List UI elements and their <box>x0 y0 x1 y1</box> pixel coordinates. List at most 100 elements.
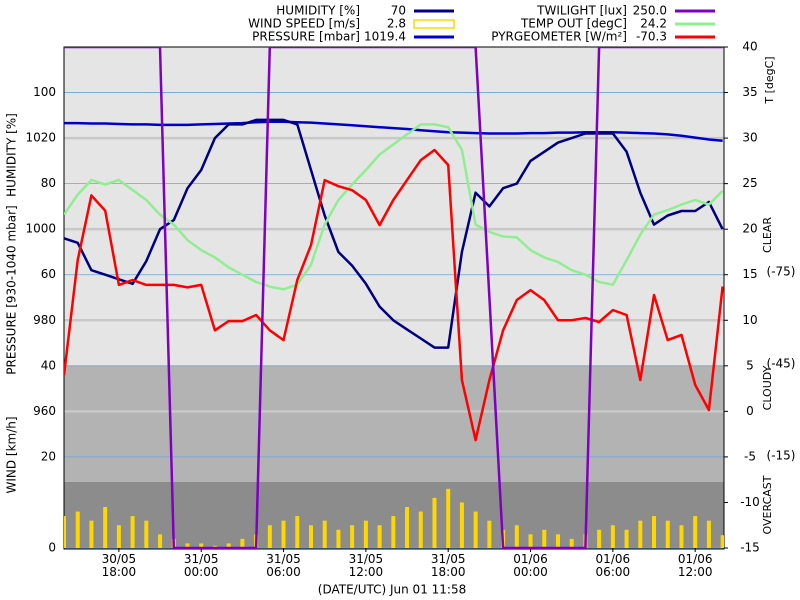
wind-bar <box>185 543 190 548</box>
x-axis-label: (DATE/UTC) Jun 01 11:58 <box>318 583 466 597</box>
legend-label: WIND SPEED [m/s] <box>248 17 360 31</box>
wind-bar <box>308 525 313 548</box>
wind-bar <box>363 520 368 548</box>
pressure-tick-label: 960 <box>33 404 56 418</box>
legend-label: TEMP OUT [degC] <box>520 17 627 31</box>
plot-area <box>64 47 724 549</box>
series-line <box>64 123 724 291</box>
y2-tick-label: 20 <box>742 222 757 236</box>
x-tick-label: 31/05 00:00 <box>183 552 219 579</box>
y2-tick-label: 10 <box>742 313 757 327</box>
wind-bar <box>158 534 163 548</box>
wind-bar <box>514 525 519 548</box>
pressure-tick-label: 1020 <box>25 131 56 145</box>
wind-bar <box>350 525 355 548</box>
wind-bar <box>240 538 245 548</box>
wind-bar <box>418 511 423 548</box>
wind-bar <box>432 497 437 548</box>
legend-value: 1019.4 <box>364 30 406 44</box>
cloud-annotation: OVERCAST <box>761 475 774 534</box>
cloud-tick-label: (-45) <box>767 357 796 371</box>
series-line <box>64 120 723 143</box>
y-tick-label: 80 <box>41 176 56 190</box>
legend-value: 70 <box>391 4 406 18</box>
temp-axis-label: T [degC] <box>763 56 776 104</box>
wind-bar <box>693 516 698 548</box>
cloud-tick-label: (-15) <box>767 449 796 463</box>
x-tick-label: 01/06 00:00 <box>513 552 548 579</box>
pressure-axis-label: PRESSURE [930-1040 mbar] <box>5 205 19 374</box>
wind-bar <box>75 511 80 548</box>
wind-tick-label: 0 <box>48 541 56 555</box>
wind-bar <box>405 507 410 548</box>
wind-bar <box>610 525 615 548</box>
wind-bar <box>487 520 492 548</box>
wind-bar <box>336 529 341 548</box>
legend-value: 2.8 <box>387 17 406 31</box>
cloudy-band <box>64 366 724 482</box>
wind-bar <box>144 520 149 548</box>
x-tick-label: 01/06 06:00 <box>595 552 631 579</box>
wind-bar <box>295 516 300 548</box>
x-tick-label: 30/05 18:00 <box>101 552 137 579</box>
wind-bar <box>473 511 478 548</box>
legend-value: 24.2 <box>640 17 667 31</box>
cloud-annotation: CLOUDY <box>761 365 774 410</box>
pressure-tick-label: 980 <box>33 313 56 327</box>
y2-tick-label: 25 <box>742 176 757 190</box>
wind-bar <box>267 525 272 548</box>
legend-swatch <box>413 19 455 29</box>
cloud-tick-label: (-75) <box>767 265 796 279</box>
wind-bar <box>226 543 231 548</box>
wind-bar <box>459 502 464 548</box>
y2-tick-label: 15 <box>742 267 757 281</box>
wind-bar <box>322 520 327 548</box>
wind-bar <box>652 516 657 548</box>
wind-bar <box>377 525 382 548</box>
wind-bar <box>130 516 135 548</box>
y2-tick-label: 35 <box>742 85 757 99</box>
wind-bar <box>281 520 286 548</box>
wind-bar <box>528 534 533 548</box>
y2-tick-label: 40 <box>742 40 757 54</box>
wind-bar <box>64 516 66 548</box>
wind-bar <box>665 520 670 548</box>
wind-bar <box>103 507 108 548</box>
pressure-tick-label: 1000 <box>25 222 56 236</box>
legend-label: PYRGEOMETER [W/m²] <box>491 30 627 44</box>
wind-bar <box>555 534 560 548</box>
legend-label: TWILIGHT [lux] <box>536 4 627 18</box>
wind-tick-label: 20 <box>41 449 56 463</box>
y-tick-label: 60 <box>41 267 56 281</box>
x-tick-label: 31/05 06:00 <box>266 552 301 579</box>
wind-bar <box>679 525 684 548</box>
y-tick-label: 100 <box>33 85 56 99</box>
y2-tick-label: -5 <box>744 449 756 463</box>
wind-bar <box>542 529 547 548</box>
legend-label: PRESSURE [mbar] <box>252 30 360 44</box>
series-line <box>64 118 724 349</box>
legend-label: HUMIDITY [%] <box>276 4 360 18</box>
wind-bar <box>720 535 724 548</box>
series-line <box>64 47 723 549</box>
wind-bar <box>624 529 629 548</box>
x-tick-label: 01/06 12:00 <box>677 552 713 579</box>
y-tick-label: 40 <box>41 358 56 372</box>
y2-tick-label: -10 <box>740 495 760 509</box>
x-tick-label: 31/05 12:00 <box>348 552 384 579</box>
y2-tick-label: 0 <box>746 404 754 418</box>
wind-bar <box>391 516 396 548</box>
series-line <box>64 148 724 442</box>
wind-bar <box>199 543 204 548</box>
wind-bar <box>638 520 643 548</box>
wind-bar <box>116 525 121 548</box>
wind-bar <box>706 520 711 548</box>
wind-bar <box>446 488 451 548</box>
legend-value: 250.0 <box>633 4 667 18</box>
y2-tick-label: 30 <box>742 131 757 145</box>
wind-bar <box>89 520 94 548</box>
x-tick-label: 31/05 18:00 <box>430 552 466 579</box>
clear-band <box>64 47 724 366</box>
